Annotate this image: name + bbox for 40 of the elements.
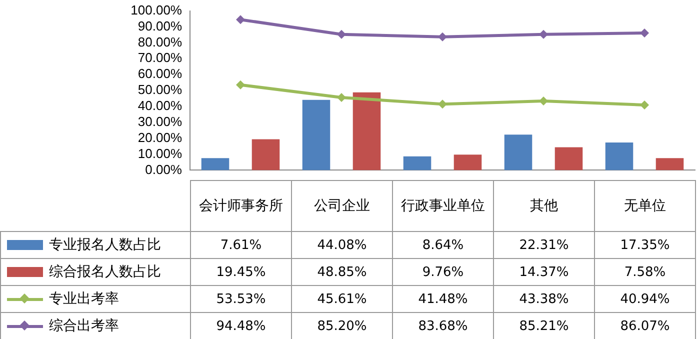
y-tick-label: 100.00%: [130, 2, 182, 18]
data-label: 7.58%: [594, 258, 696, 286]
data-label: 7.61%: [190, 232, 292, 258]
data-label: 85.21%: [494, 312, 594, 339]
y-tick-label: 10.00%: [138, 146, 182, 161]
y-tick-label: 30.00%: [138, 114, 182, 129]
data-label: 86.07%: [594, 312, 696, 339]
y-tick-label: 60.00%: [138, 66, 182, 82]
data-label: 17.35%: [594, 232, 696, 258]
data-label: 22.31%: [494, 232, 594, 258]
legend-label: 专业出考率: [49, 291, 119, 307]
data-label: 83.68%: [392, 312, 494, 339]
x-tick-label: 行政事业单位: [392, 180, 494, 232]
x-tick-label: 公司企业: [292, 180, 392, 232]
y-tick-label: 80.00%: [138, 34, 182, 50]
data-label: 14.37%: [494, 258, 594, 286]
data-label: 45.61%: [292, 286, 392, 312]
data-label: 44.08%: [292, 232, 392, 258]
legend-label: 综合报名人数占比: [49, 264, 161, 280]
x-tick-label: 会计师事务所: [190, 180, 292, 232]
x-tick-label: 无单位: [594, 180, 696, 232]
data-label: 19.45%: [190, 258, 292, 286]
data-label: 43.38%: [494, 286, 594, 312]
data-label: 40.94%: [594, 286, 696, 312]
data-label: 8.64%: [392, 232, 494, 258]
data-label: 48.85%: [292, 258, 392, 286]
data-label: 9.76%: [392, 258, 494, 286]
x-tick-label: 其他: [494, 180, 594, 232]
data-label: 94.48%: [190, 312, 292, 339]
y-tick-label: 20.00%: [138, 130, 182, 145]
data-label: 41.48%: [392, 286, 494, 312]
y-tick-label: 50.00%: [138, 82, 182, 98]
y-tick-label: 0.00%: [145, 162, 182, 177]
data-label: 53.53%: [190, 286, 292, 312]
legend-label: 专业报名人数占比: [49, 237, 161, 253]
y-tick-label: 90.00%: [138, 18, 182, 34]
data-label: 85.20%: [292, 312, 392, 339]
y-tick-label: 70.00%: [138, 50, 182, 66]
y-tick-label: 40.00%: [138, 98, 182, 114]
legend-label: 综合出考率: [49, 318, 119, 334]
